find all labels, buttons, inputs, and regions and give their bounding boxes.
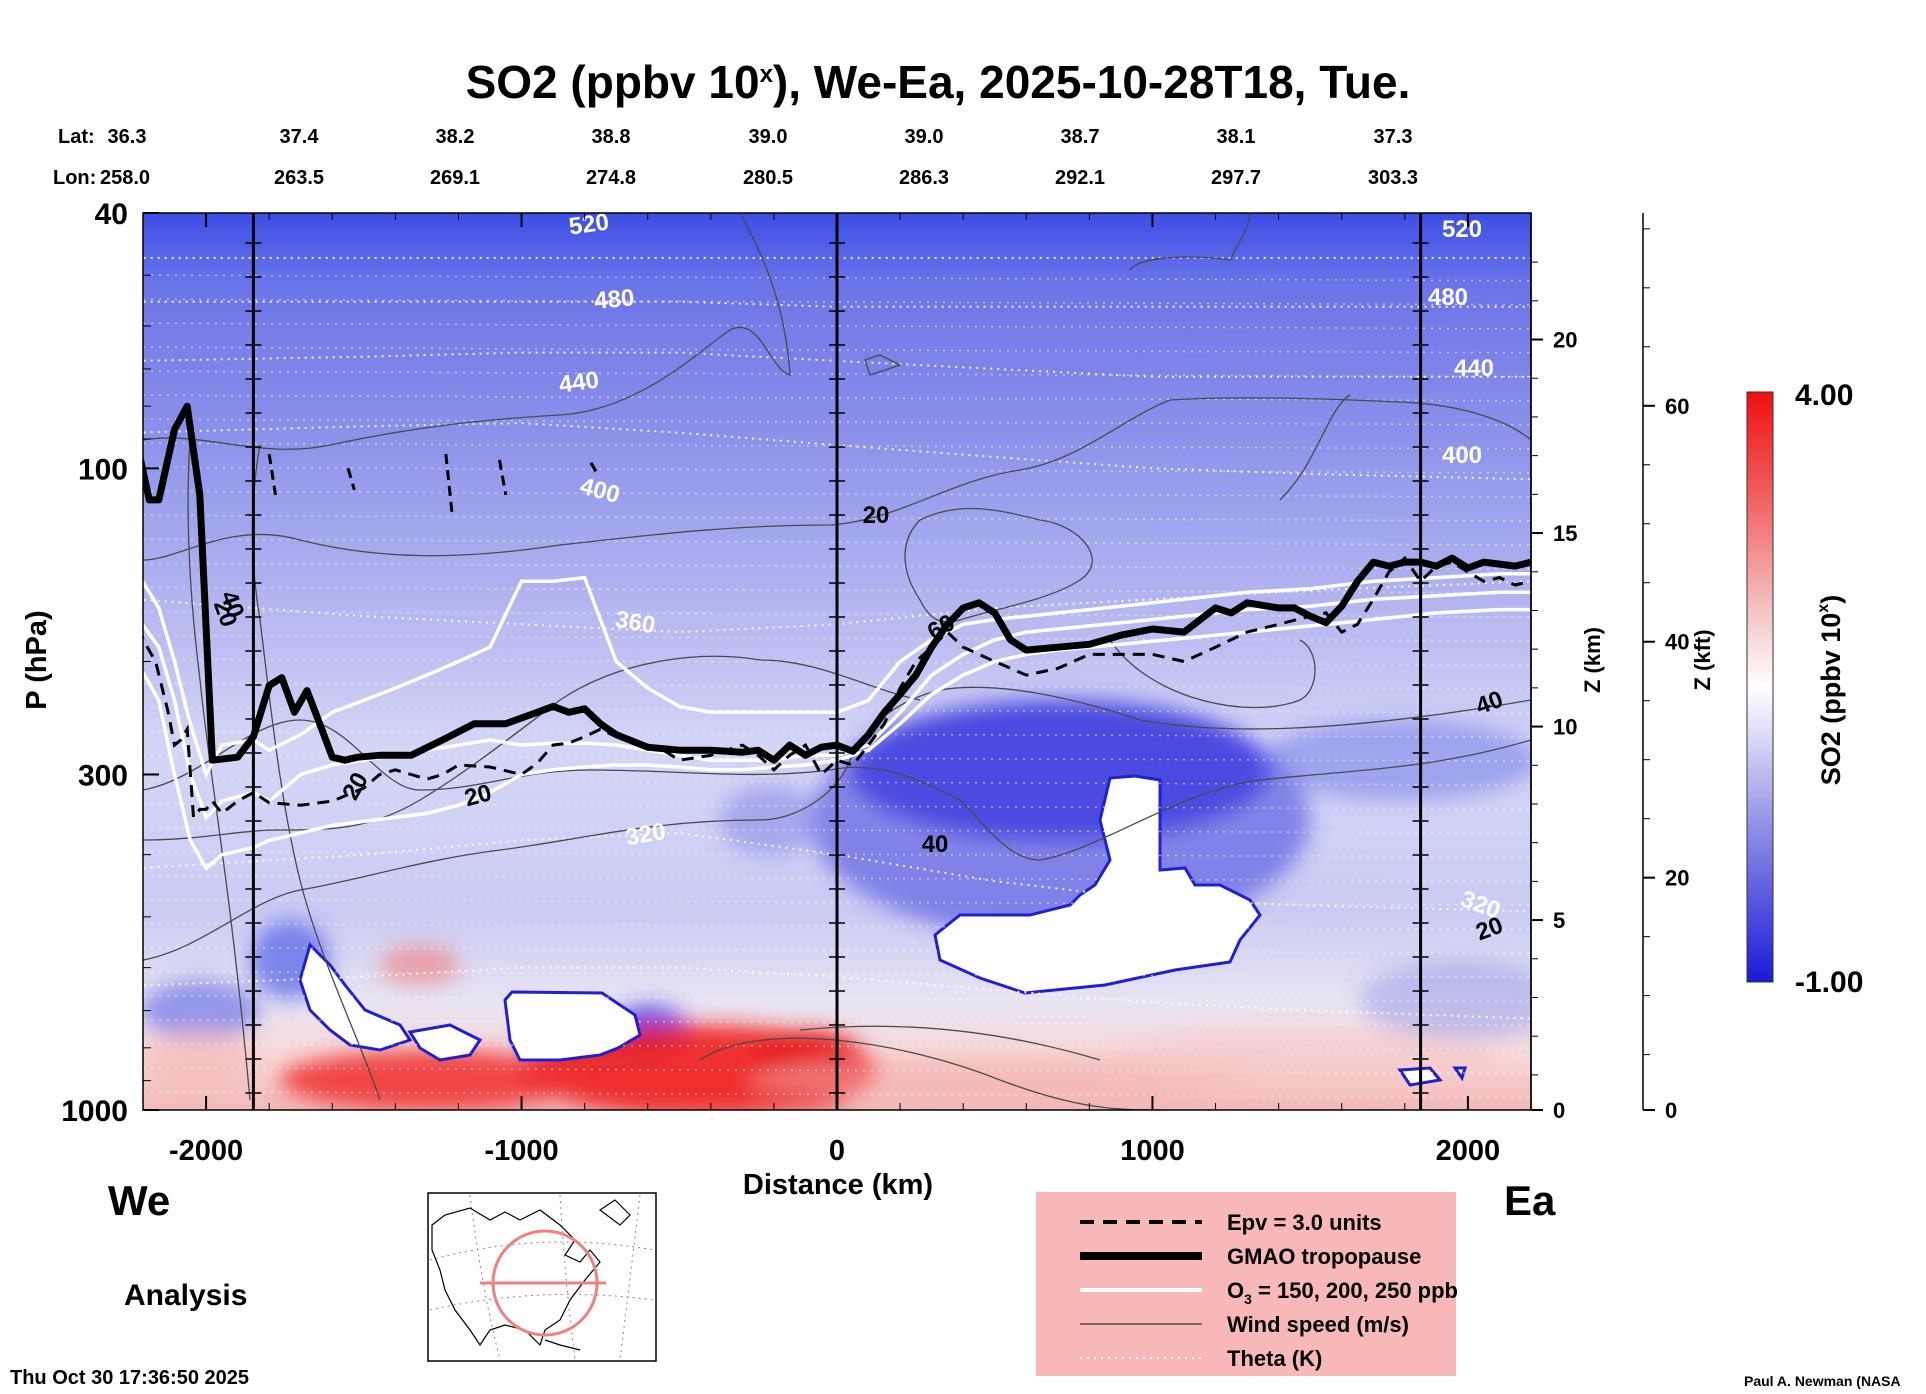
epv-fragment bbox=[444, 453, 454, 515]
y-tick-label: 40 bbox=[95, 198, 128, 231]
chart-title: SO2 (ppbv 10x), We-Ea, 2025-10-28T18, Tu… bbox=[466, 56, 1411, 108]
x-axis-label: Distance (km) bbox=[743, 1169, 933, 1201]
theta-label: 440 bbox=[557, 366, 600, 398]
z-kft-tick-label: 60 bbox=[1665, 394, 1689, 419]
legend-label: Epv = 3.0 units bbox=[1227, 1210, 1382, 1235]
ozone-line bbox=[143, 607, 1531, 872]
locator-map-frame bbox=[427, 1192, 657, 1362]
timestamp: Thu Oct 30 17:36:50 2025 bbox=[10, 1367, 249, 1389]
lon-row-label: Lon: bbox=[53, 167, 96, 189]
lat-value: 37.4 bbox=[280, 126, 320, 148]
y-axis: 1000 300 100 40 bbox=[61, 198, 159, 1128]
station-verticals bbox=[245, 213, 1429, 1110]
colorbar-max: 4.00 bbox=[1795, 379, 1853, 412]
x-tick-label: -1000 bbox=[484, 1135, 558, 1167]
lat-lon-labels: 36.3 37.4 38.2 38.8 39.0 39.0 38.7 38.1 37.3 258.… bbox=[100, 126, 1418, 189]
lon-value: 297.7 bbox=[1211, 167, 1261, 189]
z-km-axis: 0 5 10 15 20 bbox=[1530, 213, 1577, 1123]
y-tick-label: 1000 bbox=[61, 1095, 128, 1128]
colorbar-gradient bbox=[1746, 391, 1774, 983]
lat-value: 38.2 bbox=[436, 126, 475, 148]
z-km-label: Z (km) bbox=[1580, 627, 1605, 693]
epv-fragment bbox=[589, 461, 599, 475]
z-kft-tick-label: 40 bbox=[1665, 630, 1689, 655]
z-km-tick-label: 15 bbox=[1553, 521, 1577, 546]
lat-value: 39.0 bbox=[905, 126, 944, 148]
theta-label: 520 bbox=[567, 208, 610, 240]
colorbar-min: -1.00 bbox=[1795, 966, 1863, 999]
west-label: We bbox=[108, 1177, 170, 1224]
z-km-tick-label: 0 bbox=[1553, 1098, 1565, 1123]
legend-label: Theta (K) bbox=[1227, 1346, 1322, 1371]
epv-fragment bbox=[267, 453, 277, 496]
wind-speed-label: 40 bbox=[922, 831, 949, 858]
x-tick-label: 2000 bbox=[1436, 1135, 1501, 1167]
colorbar-label: SO2 (ppbv 10x) bbox=[1815, 595, 1846, 785]
z-km-tick-label: 5 bbox=[1553, 908, 1565, 933]
lat-value: 38.1 bbox=[1217, 126, 1256, 148]
y-axis-label: P (hPa) bbox=[21, 610, 53, 709]
z-km-tick-label: 20 bbox=[1553, 328, 1577, 353]
epv-fragment bbox=[497, 459, 508, 496]
theta-line bbox=[143, 831, 1531, 913]
tropopause-line bbox=[143, 402, 1531, 764]
ozone-line bbox=[143, 572, 1531, 780]
theta-label: 480 bbox=[1428, 284, 1468, 311]
locator-map-coastline bbox=[431, 1199, 631, 1351]
legend-label: O3 = 150, 200, 250 ppb bbox=[1227, 1278, 1458, 1307]
theta-label: 400 bbox=[1442, 442, 1482, 469]
lon-value: 274.8 bbox=[586, 167, 636, 189]
lat-value: 37.3 bbox=[1374, 126, 1413, 148]
lat-value: 38.8 bbox=[592, 126, 631, 148]
legend-label: Wind speed (m/s) bbox=[1227, 1312, 1409, 1337]
lat-value: 36.3 bbox=[108, 126, 147, 148]
credit: Paul A. Newman (NASA bbox=[1744, 1373, 1901, 1389]
z-kft-tick-label: 20 bbox=[1665, 866, 1689, 891]
lon-value: 269.1 bbox=[430, 167, 480, 189]
lat-value: 38.7 bbox=[1061, 126, 1100, 148]
y-tick-label: 300 bbox=[78, 759, 128, 792]
so2-white-patches bbox=[298, 774, 1468, 1087]
theta-label: 440 bbox=[1454, 355, 1494, 382]
locator-map-graticule bbox=[429, 1194, 655, 1361]
lat-row-label: Lat: bbox=[58, 126, 95, 148]
theta-label: 520 bbox=[1442, 216, 1482, 243]
analysis-label: Analysis bbox=[124, 1279, 247, 1312]
legend: Epv = 3.0 units GMAO tropopause O3 = 150, … bbox=[1036, 1192, 1458, 1376]
y-tick-label: 100 bbox=[78, 453, 128, 486]
legend-label: GMAO tropopause bbox=[1227, 1244, 1421, 1269]
lon-value: 258.0 bbox=[100, 167, 150, 189]
locator-map bbox=[427, 1192, 657, 1362]
lon-value: 263.5 bbox=[274, 167, 324, 189]
plot-area: 5204804404003603205204804404003202020204… bbox=[142, 208, 1532, 1111]
lon-value: 286.3 bbox=[899, 167, 949, 189]
theta-label: 480 bbox=[593, 284, 635, 314]
z-kft-tick-label: 0 bbox=[1665, 1098, 1677, 1123]
wind-speed-label: 20 bbox=[863, 502, 890, 529]
lon-value: 280.5 bbox=[743, 167, 793, 189]
z-kft-axis: 0 20 40 60 bbox=[1642, 213, 1689, 1123]
lon-value: 303.3 bbox=[1368, 167, 1418, 189]
lat-value: 39.0 bbox=[749, 126, 788, 148]
x-axis: -2000 -1000 0 1000 2000 bbox=[142, 213, 1532, 1167]
epv-fragment bbox=[346, 467, 356, 491]
x-tick-label: -2000 bbox=[169, 1135, 243, 1167]
x-tick-label: 1000 bbox=[1120, 1135, 1185, 1167]
tropopause-path bbox=[143, 402, 1531, 764]
lon-value: 292.1 bbox=[1055, 167, 1105, 189]
z-km-tick-label: 10 bbox=[1553, 715, 1577, 740]
x-tick-label: 0 bbox=[829, 1135, 845, 1167]
east-label: Ea bbox=[1504, 1177, 1556, 1224]
z-kft-label: Z (kft) bbox=[1690, 629, 1715, 690]
colorbar: 4.00 -1.00 SO2 (ppbv 10x) bbox=[1746, 379, 1863, 999]
